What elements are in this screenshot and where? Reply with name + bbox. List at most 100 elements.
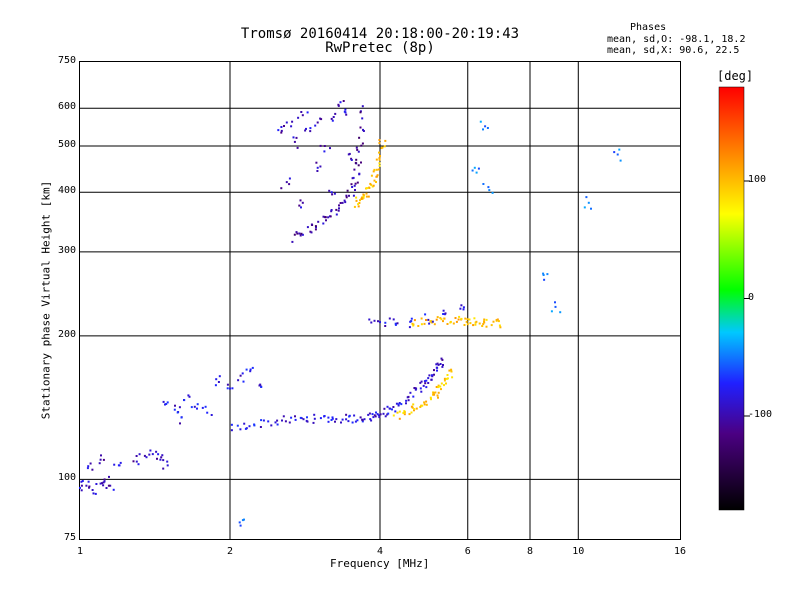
data-point — [392, 414, 395, 417]
data-point — [337, 104, 340, 107]
data-point — [450, 370, 453, 373]
data-point — [135, 455, 138, 457]
data-point — [335, 418, 338, 421]
data-point — [357, 164, 360, 167]
data-point — [345, 418, 348, 421]
data-point — [387, 412, 390, 415]
data-point — [102, 484, 105, 487]
data-point — [330, 210, 333, 213]
data-point — [243, 518, 245, 521]
data-point — [462, 308, 465, 311]
data-point — [88, 486, 90, 489]
data-point — [302, 418, 305, 421]
data-point — [249, 368, 252, 371]
data-point — [403, 411, 406, 414]
data-point — [218, 375, 221, 378]
data-point — [327, 420, 330, 423]
data-point — [306, 416, 308, 419]
data-point — [80, 489, 83, 492]
data-point — [374, 415, 377, 418]
data-point — [435, 386, 438, 388]
data-point — [333, 192, 336, 195]
data-point — [378, 139, 381, 141]
data-point — [319, 144, 322, 147]
data-point — [276, 423, 279, 426]
data-point — [290, 416, 293, 419]
data-point — [392, 318, 395, 321]
data-point — [451, 376, 454, 379]
data-point — [345, 113, 348, 116]
data-point — [400, 403, 403, 406]
data-point — [410, 405, 413, 408]
data-point — [310, 231, 313, 234]
data-point — [340, 421, 342, 424]
data-point — [310, 223, 313, 226]
data-points — [79, 100, 622, 527]
data-point — [149, 449, 152, 452]
data-point — [99, 482, 102, 485]
data-point — [214, 384, 217, 387]
data-point — [165, 403, 168, 405]
data-point — [107, 484, 110, 487]
data-point — [277, 129, 280, 132]
data-point — [314, 228, 317, 231]
data-point — [433, 393, 436, 396]
colorbar-tick-label: 0 — [748, 291, 755, 303]
data-point — [490, 324, 493, 327]
data-point — [352, 176, 355, 179]
data-point — [285, 181, 288, 184]
data-point — [179, 422, 181, 425]
data-point — [160, 456, 163, 459]
data-point — [452, 322, 455, 325]
data-point — [301, 201, 304, 204]
data-point — [440, 388, 442, 391]
data-point — [379, 155, 381, 157]
data-point — [351, 186, 354, 188]
data-point — [359, 199, 361, 202]
data-point — [299, 234, 302, 237]
data-point — [379, 413, 382, 416]
data-point — [410, 411, 413, 414]
data-point — [616, 153, 619, 156]
data-point — [345, 413, 348, 416]
data-point — [423, 403, 426, 406]
data-point — [155, 450, 158, 453]
data-point — [361, 142, 364, 145]
data-point — [475, 320, 478, 323]
data-point — [431, 320, 434, 323]
data-point — [359, 126, 362, 129]
data-point — [238, 521, 241, 524]
data-point — [241, 519, 244, 522]
data-point — [420, 380, 423, 383]
data-point — [412, 395, 415, 398]
data-point — [196, 407, 198, 410]
data-point — [473, 166, 476, 169]
data-point — [322, 222, 325, 225]
data-point — [108, 475, 110, 478]
data-point — [270, 424, 273, 427]
data-point — [428, 374, 431, 377]
data-point — [464, 317, 467, 320]
data-point — [87, 480, 90, 483]
data-point — [468, 318, 471, 321]
data-point — [327, 216, 330, 219]
data-point — [344, 201, 347, 204]
data-point — [226, 387, 229, 390]
data-point — [338, 204, 340, 207]
data-point — [442, 320, 444, 323]
data-point — [193, 405, 196, 408]
data-point — [348, 414, 351, 417]
data-point — [360, 144, 363, 147]
data-point — [331, 119, 334, 122]
data-point — [376, 413, 379, 416]
data-point — [355, 158, 358, 161]
data-point — [398, 402, 401, 404]
data-point — [420, 390, 423, 393]
data-point — [345, 196, 348, 199]
data-point — [361, 105, 364, 108]
data-point — [435, 366, 438, 369]
data-point — [327, 416, 330, 419]
data-point — [546, 273, 549, 276]
data-point — [413, 409, 415, 412]
data-point — [419, 387, 422, 390]
